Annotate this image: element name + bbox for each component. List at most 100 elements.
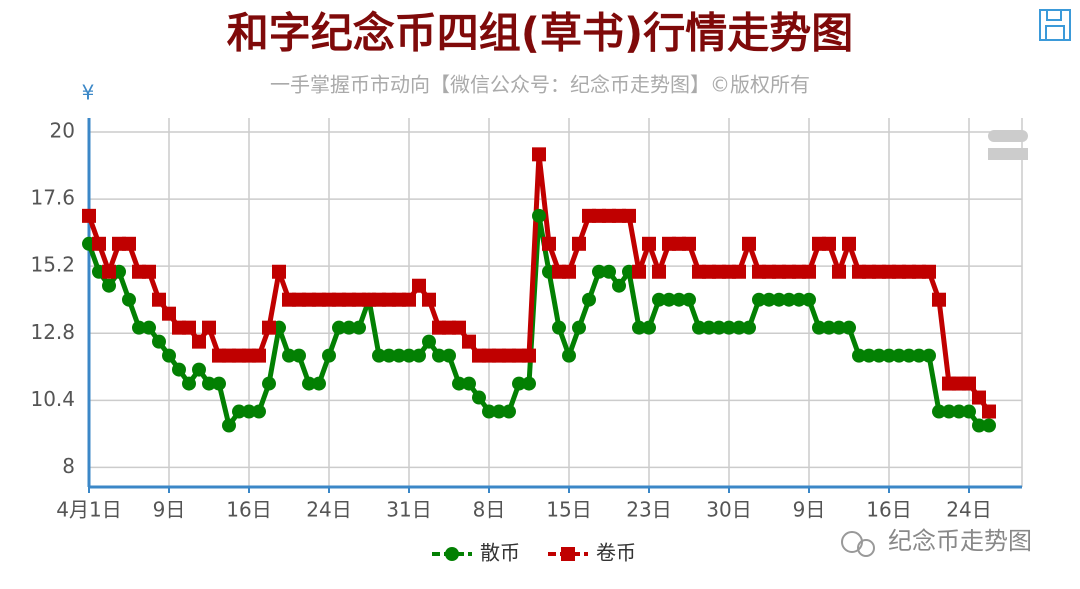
series-line bbox=[86, 151, 992, 413]
point bbox=[762, 292, 776, 307]
point bbox=[452, 376, 466, 391]
point bbox=[152, 292, 166, 307]
point bbox=[392, 348, 406, 363]
point bbox=[582, 292, 596, 307]
point bbox=[772, 292, 786, 307]
point bbox=[702, 320, 716, 335]
point bbox=[172, 362, 186, 377]
point bbox=[572, 320, 586, 335]
point bbox=[502, 404, 516, 419]
point bbox=[445, 547, 459, 561]
point bbox=[412, 348, 426, 363]
point bbox=[312, 376, 326, 391]
point bbox=[532, 147, 546, 162]
point bbox=[552, 320, 566, 335]
point bbox=[742, 236, 756, 251]
point bbox=[182, 320, 196, 335]
x-tick-label: 16日 bbox=[226, 498, 271, 522]
point bbox=[102, 278, 116, 293]
point bbox=[132, 320, 146, 335]
point bbox=[432, 348, 446, 363]
point bbox=[682, 292, 696, 307]
x-tick-label: 30日 bbox=[706, 498, 751, 522]
point bbox=[422, 292, 436, 307]
x-tick-label: 4月1日 bbox=[56, 498, 121, 522]
point bbox=[642, 320, 656, 335]
point bbox=[252, 404, 266, 419]
point bbox=[472, 390, 486, 405]
point bbox=[512, 376, 526, 391]
point bbox=[732, 320, 746, 335]
point bbox=[622, 208, 636, 223]
point bbox=[922, 264, 936, 279]
point bbox=[532, 208, 546, 223]
point bbox=[842, 236, 856, 251]
point bbox=[822, 236, 836, 251]
point bbox=[802, 292, 816, 307]
x-tick-label: 23日 bbox=[626, 498, 671, 522]
point bbox=[122, 292, 136, 307]
point bbox=[522, 348, 536, 363]
y-tick-label: 15.2 bbox=[30, 253, 75, 277]
point bbox=[822, 320, 836, 335]
point bbox=[632, 320, 646, 335]
point bbox=[302, 376, 316, 391]
point bbox=[712, 320, 726, 335]
point bbox=[592, 264, 606, 279]
point bbox=[982, 404, 996, 419]
point bbox=[162, 348, 176, 363]
point bbox=[482, 404, 496, 419]
x-tick-label: 24日 bbox=[306, 498, 351, 522]
save-icon[interactable] bbox=[1039, 9, 1071, 41]
legend-label: 卷币 bbox=[596, 541, 636, 565]
point bbox=[932, 404, 946, 419]
point bbox=[102, 264, 116, 279]
y-axis-label: ¥ bbox=[82, 81, 95, 105]
point bbox=[662, 292, 676, 307]
watermark-text: 纪念币走势图 bbox=[888, 527, 1032, 555]
point bbox=[922, 348, 936, 363]
point bbox=[972, 418, 986, 433]
point bbox=[892, 348, 906, 363]
point bbox=[752, 292, 766, 307]
point bbox=[872, 348, 886, 363]
point bbox=[542, 236, 556, 251]
point bbox=[632, 264, 646, 279]
point bbox=[562, 348, 576, 363]
point bbox=[802, 264, 816, 279]
point bbox=[782, 292, 796, 307]
point bbox=[652, 292, 666, 307]
point bbox=[322, 348, 336, 363]
point bbox=[562, 264, 576, 279]
point bbox=[902, 348, 916, 363]
point bbox=[652, 264, 666, 279]
toolbox-icon[interactable] bbox=[988, 130, 1028, 160]
point bbox=[252, 348, 266, 363]
y-tick-label: 8 bbox=[62, 454, 75, 478]
point bbox=[372, 348, 386, 363]
point bbox=[272, 264, 286, 279]
point bbox=[122, 236, 136, 251]
legend-label: 散币 bbox=[480, 541, 520, 565]
x-tick-label: 31日 bbox=[386, 498, 431, 522]
point bbox=[262, 376, 276, 391]
point bbox=[672, 292, 686, 307]
chart-title: 和字纪念币四组(草书)行情走势图 bbox=[227, 9, 853, 58]
point bbox=[462, 376, 476, 391]
point bbox=[192, 334, 206, 349]
point bbox=[682, 236, 696, 251]
point bbox=[852, 348, 866, 363]
point bbox=[722, 320, 736, 335]
point bbox=[572, 236, 586, 251]
point bbox=[342, 320, 356, 335]
x-tick-label: 15日 bbox=[546, 498, 591, 522]
point bbox=[882, 348, 896, 363]
point bbox=[642, 236, 656, 251]
point bbox=[742, 320, 756, 335]
point bbox=[561, 547, 575, 561]
point bbox=[142, 320, 156, 335]
point bbox=[202, 320, 216, 335]
point bbox=[462, 334, 476, 349]
point bbox=[262, 320, 276, 335]
point bbox=[292, 348, 306, 363]
